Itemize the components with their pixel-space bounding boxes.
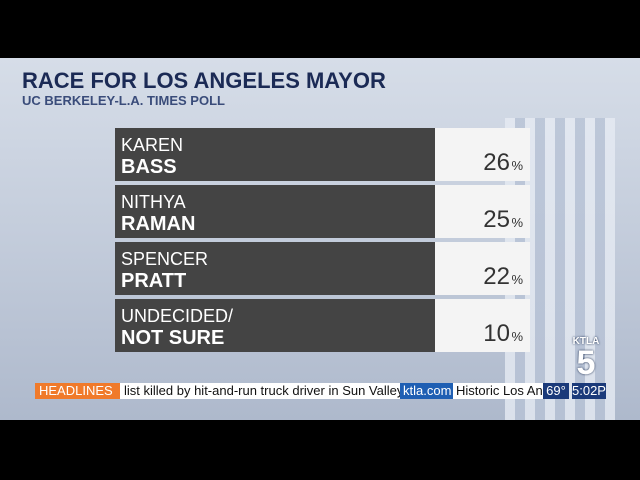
last-name: RAMAN [121,213,196,235]
first-name: UNDECIDED/ [121,306,234,326]
ticker-site: ktla.com [400,383,453,399]
value-box: 25% [435,185,530,238]
logo-number: 5 [576,344,596,382]
last-name: BASS [121,156,177,178]
name-box: KAREN BASS [115,128,435,181]
ticker-label: HEADLINES [35,383,124,399]
first-name: SPENCER [121,249,209,269]
poll-row: KAREN BASS 26% [115,128,530,181]
temperature: 69° [543,383,569,399]
title: RACE FOR LOS ANGELES MAYOR [22,68,386,93]
percent-unit: % [511,272,523,287]
percent-unit: % [511,329,523,344]
broadcast: RACE FOR LOS ANGELES MAYOR UC BERKELEY-L… [0,58,640,420]
percent-value: 26 [483,149,510,176]
poll-row: UNDECIDED/NOT SURE 10% [115,299,530,352]
percent-value: 22 [483,263,510,290]
logo-name: KTLA [572,336,600,347]
logo: KTLA 5 [568,336,604,382]
name-box: SPENCER PRATT [115,242,435,295]
value-box: 10% [435,299,530,352]
first-name: KAREN [121,135,184,155]
name-box: NITHYA RAMAN [115,185,435,238]
poll-row: SPENCER PRATT 22% [115,242,530,295]
percent-value: 25 [483,206,510,233]
subtitle: UC BERKELEY-L.A. TIMES POLL [22,93,225,108]
percent-unit: % [511,158,523,173]
last-name: NOT SURE [121,327,225,349]
first-name: NITHYA [121,192,186,212]
value-box: 26% [435,128,530,181]
percent-unit: % [511,215,523,230]
ticker-text: list killed by hit-and-run truck driver … [120,383,404,399]
name-box: UNDECIDED/NOT SURE [115,299,435,352]
last-name: PRATT [121,270,187,292]
value-box: 22% [435,242,530,295]
time: 5:02P [572,383,606,399]
ticker-next: Historic Los Ang [453,383,546,399]
poll-row: NITHYA RAMAN 25% [115,185,530,238]
percent-value: 10 [483,320,510,347]
